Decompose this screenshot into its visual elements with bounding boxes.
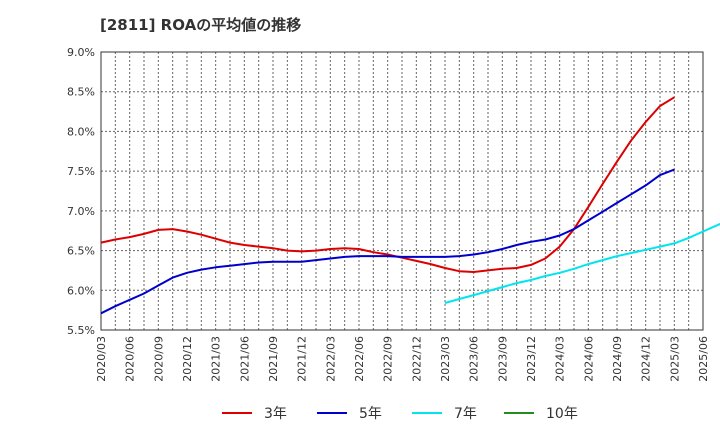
- chart-title: [2811] ROAの平均値の推移: [100, 16, 302, 34]
- x-tick-label: 2024/12: [640, 336, 653, 382]
- legend-label: 7年: [454, 406, 477, 422]
- legend-label: 3年: [264, 406, 287, 422]
- x-tick-label: 2024/03: [554, 336, 567, 382]
- x-tick-label: 2021/06: [238, 336, 251, 382]
- x-tick-label: 2025/03: [668, 336, 681, 382]
- x-tick-label: 2021/09: [267, 336, 280, 382]
- x-tick-label: 2021/12: [296, 336, 309, 382]
- y-tick-label: 5.5%: [67, 324, 95, 337]
- legend-label: 5年: [359, 406, 382, 422]
- y-tick-label: 6.5%: [67, 245, 95, 258]
- x-tick-label: 2023/12: [525, 336, 538, 382]
- x-tick-label: 2025/06: [697, 336, 710, 382]
- y-tick-label: 9.0%: [67, 46, 95, 59]
- x-tick-label: 2020/03: [95, 336, 108, 382]
- series-layer: [100, 96, 720, 315]
- x-tick-label: 2024/09: [611, 336, 624, 382]
- y-tick-label: 6.0%: [67, 284, 95, 297]
- x-tick-label: 2022/12: [410, 336, 423, 382]
- x-tick-label: 2023/06: [468, 336, 481, 382]
- series-line-2: [100, 168, 675, 315]
- x-tick-label: 2020/12: [181, 336, 194, 382]
- y-tick-label: 7.5%: [67, 165, 95, 178]
- y-tick-label: 8.0%: [67, 125, 95, 138]
- x-tick-label: 2023/09: [496, 336, 509, 382]
- series-line-1: [100, 96, 675, 273]
- y-tick-label: 8.5%: [67, 86, 95, 99]
- series-line-3: [444, 222, 720, 304]
- x-tick-label: 2022/03: [324, 336, 337, 382]
- x-tick-label: 2020/06: [124, 336, 137, 382]
- y-tick-label: 7.0%: [67, 205, 95, 218]
- x-tick-label: 2022/06: [353, 336, 366, 382]
- plot-frame: [100, 51, 704, 331]
- x-tick-label: 2024/06: [582, 336, 595, 382]
- x-tick-label: 2023/03: [439, 336, 452, 382]
- x-tick-label: 2022/09: [382, 336, 395, 382]
- legend: 3年 5年 7年 10年: [222, 406, 578, 422]
- legend-label: 10年: [546, 406, 578, 422]
- x-tick-label: 2020/09: [152, 336, 165, 382]
- axis-layer: 5.5% 6.0% 6.5% 7.0% 7.5% 8.0% 8.5% 9.0% 2020/03 2…: [67, 46, 710, 382]
- grid-layer: [100, 51, 704, 331]
- x-tick-label: 2021/03: [210, 336, 223, 382]
